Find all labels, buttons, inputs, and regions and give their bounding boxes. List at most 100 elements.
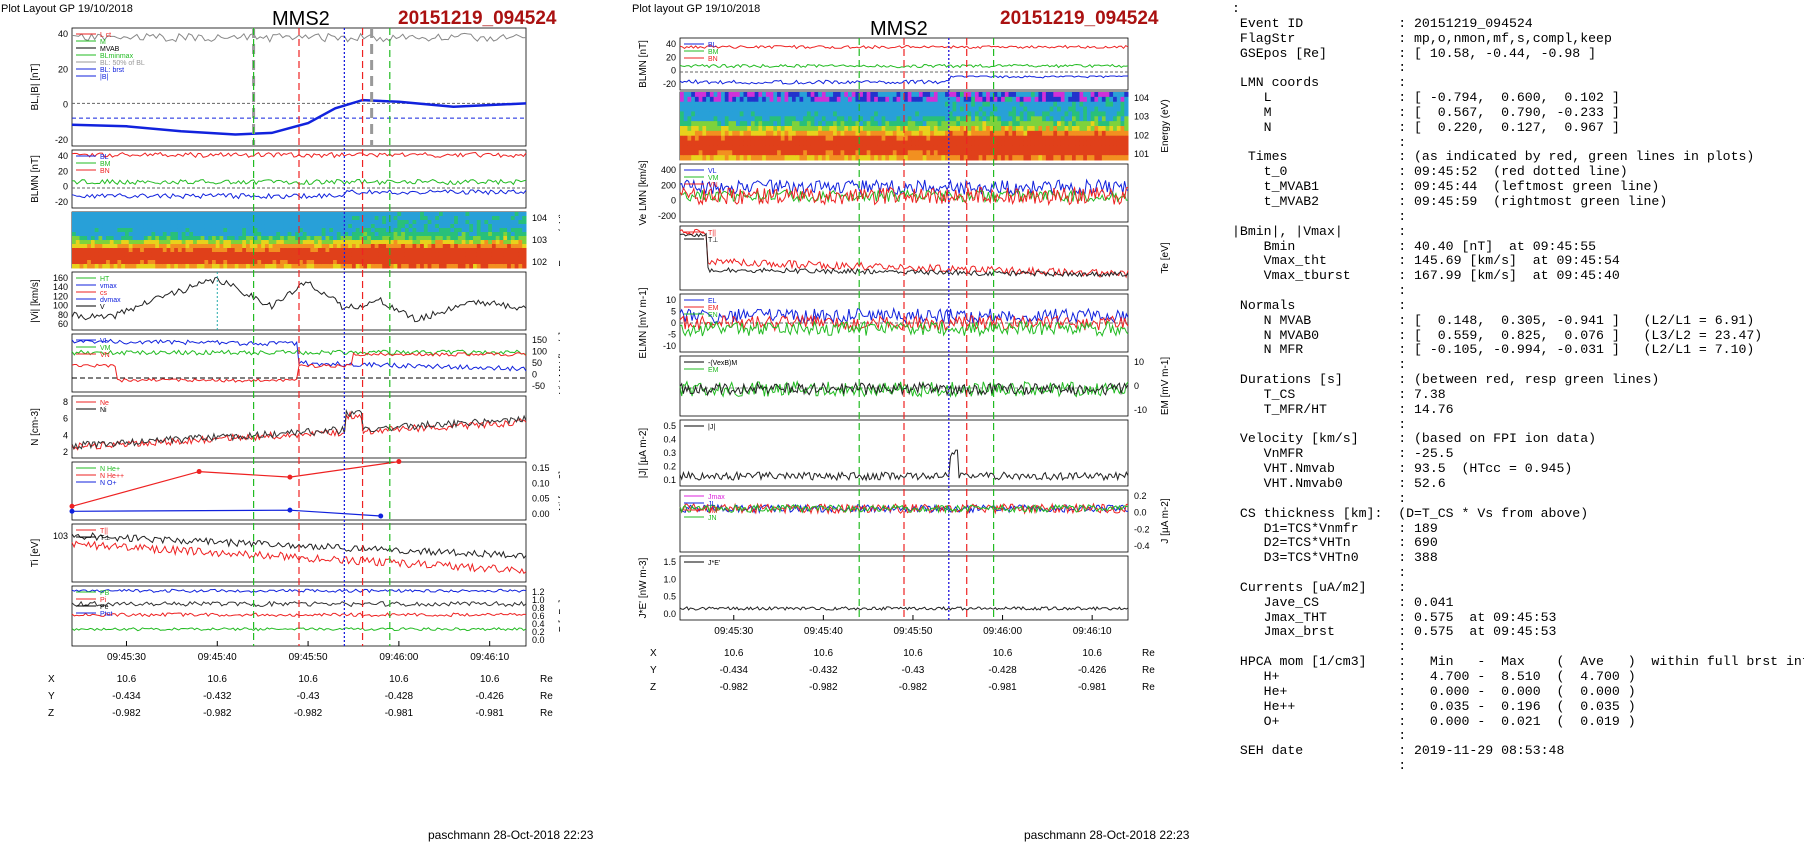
spectrogram-cell (709, 92, 715, 98)
panel-JE: 1.51.00.50.0J*E' [nW m-3] J*E' (638, 555, 1129, 621)
position-value: -0.428 (988, 665, 1017, 676)
spectrogram-cell (960, 150, 965, 156)
spectrogram-cell (762, 155, 767, 161)
spectrogram-cell (230, 216, 236, 221)
spectrogram-cell (499, 256, 504, 261)
spectrogram-cell (454, 260, 459, 265)
spectrogram-cell (98, 248, 103, 253)
spectrogram-cell (1019, 135, 1024, 142)
spectrogram-cell (314, 232, 319, 237)
spectrogram-cell (694, 116, 700, 122)
spectrogram-cell (885, 116, 890, 122)
spectrogram-cell (687, 96, 692, 103)
tick-label: 102 (532, 257, 547, 267)
series-O-plus (71, 509, 381, 517)
spectrogram-cell (503, 264, 508, 269)
spectrogram-cell (885, 101, 890, 108)
spectrogram-cell (1027, 92, 1032, 98)
spectrogram-cell (1019, 106, 1024, 112)
spectrogram-cell (264, 224, 270, 229)
spectrogram-cell (1038, 130, 1043, 137)
spectrogram-cell (1124, 126, 1129, 132)
spectrogram-cell (510, 244, 516, 249)
spectrogram-cell (480, 220, 485, 225)
spectrogram-cell (287, 220, 292, 225)
spectrogram-cell (374, 220, 379, 225)
spectrogram-cell (272, 256, 277, 261)
spectrogram-cell (769, 155, 774, 161)
spectrogram-cell (389, 232, 395, 237)
spectrogram-cell (769, 126, 774, 132)
spectrogram-cell (264, 260, 270, 265)
spectrogram-cell (967, 135, 972, 142)
spectrogram-cell (799, 126, 804, 132)
spectrogram-cell (181, 232, 186, 237)
spectrogram-cell (780, 155, 786, 161)
spectrogram-cell (427, 244, 432, 249)
spectrogram-cell (892, 121, 898, 127)
spectrogram-cell (1012, 140, 1017, 146)
spectrogram-cell (1053, 92, 1058, 98)
spectrogram-cell (291, 240, 296, 245)
spectrogram-cell (503, 240, 508, 245)
spectrogram-cell (393, 216, 398, 221)
spectrogram-cell (814, 116, 819, 122)
spectrogram-cell (1072, 155, 1077, 161)
spectrogram-cell (821, 135, 827, 142)
spectrogram-cell (1008, 140, 1013, 146)
spectrogram-cell (1105, 140, 1110, 146)
spectrogram-cell (974, 155, 980, 161)
spectrogram-cell (200, 212, 205, 217)
spectrogram-cell (993, 145, 998, 151)
spectrogram-cell (389, 256, 395, 261)
spectrogram-cell (952, 101, 957, 108)
spectrogram-cell (317, 260, 323, 265)
spectrogram-cell (106, 264, 111, 269)
spectrogram-cell (124, 228, 130, 233)
spectrogram-cell (993, 140, 998, 146)
spectrogram-cell (1060, 92, 1066, 98)
spectrogram-cell (283, 220, 289, 225)
spectrogram-cell (1086, 130, 1092, 137)
spectrogram-cell (1030, 145, 1036, 151)
spectrogram-cell (336, 240, 342, 245)
spectrogram-cell (885, 126, 890, 132)
spectrogram-cell (435, 212, 440, 217)
spectrogram-cell (762, 106, 767, 112)
spectrogram-cell (193, 260, 198, 265)
spectrogram-cell (683, 121, 688, 127)
spectrogram-cell (246, 224, 251, 229)
spectrogram-cell (736, 135, 741, 142)
spectrogram-cell (102, 244, 107, 249)
spectrogram-cell (918, 135, 924, 142)
spectrogram-cell (306, 216, 311, 221)
spectrogram-cell (900, 111, 905, 117)
spectrogram-cell (844, 135, 849, 142)
spectrogram-cell (170, 216, 175, 221)
spectrogram-cell (702, 140, 707, 146)
spectrogram-cell (926, 135, 931, 142)
spectrogram-cell (754, 106, 759, 112)
spectrogram-cell (933, 155, 939, 161)
spectrogram-cell (993, 92, 998, 98)
tick-label: -20 (55, 135, 68, 145)
spectrogram-cell (280, 228, 285, 233)
spectrogram-cell (499, 232, 504, 237)
position-value: 10.6 (298, 674, 318, 685)
spectrogram-cell (1086, 145, 1092, 151)
spectrogram-cell (945, 116, 950, 122)
spectrogram-cell (769, 135, 774, 142)
spectrogram-cell (238, 244, 243, 249)
spectrogram-cell (765, 155, 771, 161)
spectrogram-cell (268, 252, 274, 257)
spectrogram-cell (1038, 116, 1043, 122)
spectrogram-cell (484, 244, 489, 249)
spectrogram-cell (340, 240, 345, 245)
spectrogram-cell (450, 220, 455, 225)
spectrogram-cell (777, 150, 782, 156)
spectrogram-cell (329, 260, 334, 265)
spectrogram-cell (844, 155, 849, 161)
spectrogram-cell (717, 92, 722, 98)
spectrogram-cell (960, 121, 965, 127)
